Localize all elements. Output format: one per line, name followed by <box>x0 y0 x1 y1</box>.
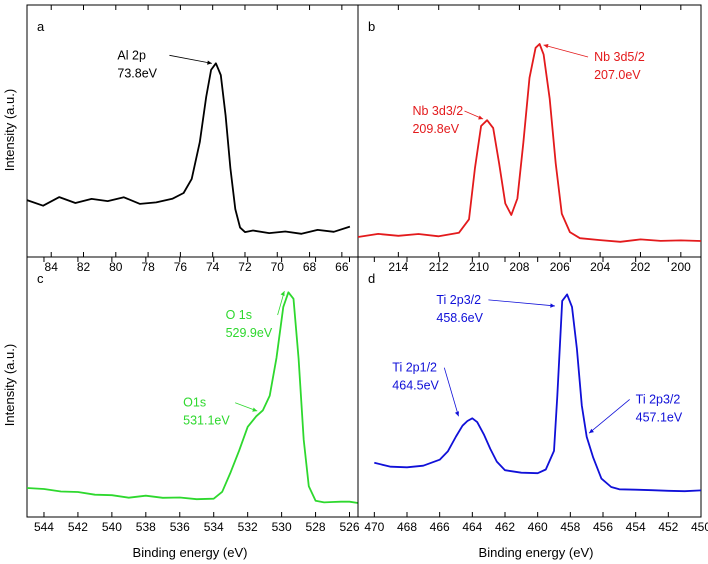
annotation-arrow <box>488 299 555 307</box>
annotation-line: Al 2p <box>117 48 146 62</box>
annotation-line: Ti 2p3/2 <box>636 392 681 406</box>
tick-label: 212 <box>429 260 449 274</box>
panel-b: 214 212 210 208 206 204 202 200 b Nb 3d3/2 209.8eV… <box>357 4 702 274</box>
tick-label: 80 <box>109 260 123 274</box>
tick-label: 532 <box>238 520 258 534</box>
tick-label: 82 <box>77 260 91 274</box>
tick-label: 210 <box>469 260 489 274</box>
panel-letter: c <box>37 271 44 286</box>
annotation-arrow <box>543 44 589 58</box>
peak-annotation: Al 2p 73.8eV <box>117 48 157 80</box>
tick-label: 74 <box>206 260 220 274</box>
spectrum-line <box>26 62 351 235</box>
tick-label: 452 <box>658 520 678 534</box>
tick-label: 202 <box>630 260 650 274</box>
tick-label: 206 <box>550 260 570 274</box>
panel-letter: a <box>37 19 45 34</box>
tick-label: 470 <box>364 520 384 534</box>
arrow-head <box>543 43 549 49</box>
annotation-line: Nb 3d5/2 <box>594 50 645 64</box>
tick-label: 536 <box>170 520 190 534</box>
arrow-head <box>207 60 212 65</box>
annotation-arrow <box>169 54 212 64</box>
tick-label: 460 <box>528 520 548 534</box>
annotation-line: 207.0eV <box>594 68 641 82</box>
tick-label: 534 <box>204 520 224 534</box>
tick-label: 526 <box>339 520 359 534</box>
tick-label: 464 <box>462 520 482 534</box>
arrow-head <box>280 291 285 297</box>
tick-label: 538 <box>136 520 156 534</box>
tick-label: 72 <box>238 260 252 274</box>
tick-label: 68 <box>303 260 317 274</box>
peak-annotation: O 1s 529.9eV <box>226 308 273 340</box>
tick-label: 528 <box>306 520 326 534</box>
y-axis-label-top: Intensity (a.u.) <box>2 89 17 171</box>
panel-frame <box>357 4 702 258</box>
annotation-line: 209.8eV <box>412 122 459 136</box>
x-axis-label-left: Binding energy (eV) <box>133 545 248 560</box>
tick-label: 456 <box>593 520 613 534</box>
panel-a: 84 82 80 78 76 74 72 70 68 66 a Al 2p 73.8eV <box>26 4 359 274</box>
annotation-line: Ti 2p3/2 <box>436 293 481 307</box>
annotation-line: 531.1eV <box>183 414 230 428</box>
tick-label: 208 <box>509 260 529 274</box>
tick-label: 540 <box>102 520 122 534</box>
arrow-head <box>589 428 594 434</box>
tick-label: 450 <box>691 520 708 534</box>
tick-label: 70 <box>271 260 285 274</box>
arrow-head <box>550 303 555 308</box>
panel-letter: d <box>368 271 375 286</box>
annotation-line: Nb 3d3/2 <box>412 104 463 118</box>
x-axis-label-right: Binding energy (eV) <box>479 545 594 560</box>
panel-letter: b <box>368 19 375 34</box>
tick-label: 214 <box>388 260 408 274</box>
spectrum-line <box>357 43 702 243</box>
tick-label: 542 <box>68 520 88 534</box>
y-axis-label-bottom: Intensity (a.u.) <box>2 344 17 426</box>
peak-annotation: Ti 2p3/2 457.1eV <box>636 392 683 424</box>
panel-d: 470 468 466 464 462 460 458 456 454 452 450 d Ti 2p3… <box>357 256 708 534</box>
tick-label: 84 <box>45 260 59 274</box>
tick-label: 462 <box>495 520 515 534</box>
annotation-line: 458.6eV <box>436 311 483 325</box>
tick-label: 468 <box>397 520 417 534</box>
tick-label: 76 <box>174 260 188 274</box>
tick-label: 204 <box>590 260 610 274</box>
annotation-line: 464.5eV <box>392 379 439 393</box>
arrow-head <box>454 411 459 417</box>
tick-label: 544 <box>34 520 54 534</box>
peak-annotation: Ti 2p1/2 464.5eV <box>392 361 439 393</box>
tick-label: 200 <box>671 260 691 274</box>
arrow-head <box>252 407 258 412</box>
spectrum-line <box>26 291 359 504</box>
peak-annotation: O1s 531.1eV <box>183 396 230 428</box>
tick-label: 466 <box>430 520 450 534</box>
annotation-line: O 1s <box>226 308 252 322</box>
peak-annotation: Nb 3d3/2 209.8eV <box>412 104 463 136</box>
peak-annotation: Ti 2p3/2 458.6eV <box>436 293 483 325</box>
spectrum-line <box>374 293 702 493</box>
tick-label: 78 <box>141 260 155 274</box>
tick-label: 66 <box>335 260 349 274</box>
tick-label: 530 <box>272 520 292 534</box>
tick-label: 458 <box>560 520 580 534</box>
arrow-head <box>478 115 484 120</box>
annotation-line: O1s <box>183 396 206 410</box>
annotation-line: 73.8eV <box>117 66 157 80</box>
annotation-line: 529.9eV <box>226 326 273 340</box>
panel-frame <box>26 4 359 258</box>
annotation-line: 457.1eV <box>636 410 683 424</box>
annotation-line: Ti 2p1/2 <box>392 361 437 375</box>
panel-frame <box>357 256 702 518</box>
annotation-arrow <box>588 399 630 434</box>
panel-c: 544 542 540 538 536 534 532 530 528 526 c O 1s 529.9… <box>26 256 360 534</box>
tick-label: 454 <box>626 520 646 534</box>
peak-annotation: Nb 3d5/2 207.0eV <box>594 50 645 82</box>
annotation-arrow <box>443 367 459 417</box>
